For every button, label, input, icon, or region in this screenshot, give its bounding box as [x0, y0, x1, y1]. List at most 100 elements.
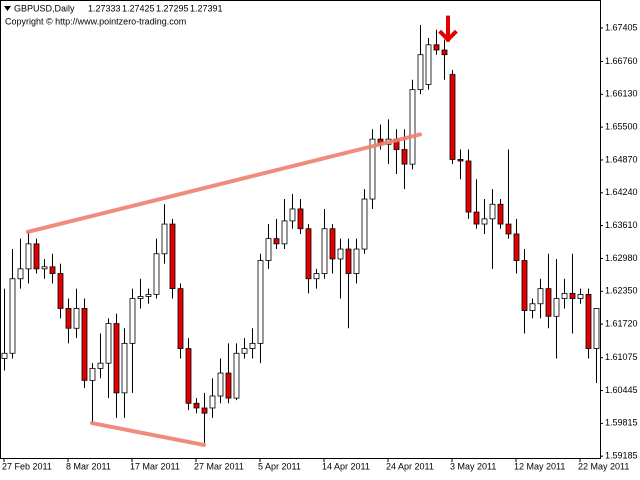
- candle-body: [273, 238, 280, 245]
- candle-body: [1, 352, 8, 359]
- candle-body: [65, 308, 72, 329]
- candle-body: [465, 160, 472, 213]
- candle-body: [561, 292, 568, 299]
- y-tick-label: 1.64870: [605, 154, 638, 164]
- sell-signal-arrow: [438, 15, 458, 43]
- candle-body: [49, 266, 56, 274]
- candle-body: [433, 44, 440, 51]
- y-tick-label: 1.63610: [605, 220, 638, 230]
- candle-body: [305, 228, 312, 280]
- candle-body: [153, 253, 160, 295]
- copyright: Copyright © http://www.pointzero-trading…: [5, 16, 186, 26]
- candle-body: [297, 208, 304, 230]
- candle-body: [521, 260, 528, 311]
- candle-body: [177, 288, 184, 349]
- candle-body: [81, 308, 88, 381]
- candle-body: [553, 298, 560, 317]
- y-tick-label: 1.67405: [605, 22, 638, 32]
- candle-body: [57, 273, 64, 309]
- candle-body: [41, 266, 48, 270]
- candle-body: [129, 298, 136, 344]
- y-tick-label: 1.60445: [605, 385, 638, 395]
- candle-body: [25, 243, 32, 270]
- candle-body: [545, 288, 552, 317]
- candle-body: [265, 238, 272, 261]
- candle-body: [145, 293, 152, 297]
- x-tick-label: 27 Mar 2011: [194, 461, 244, 471]
- candle-body: [281, 220, 288, 245]
- candle-body: [353, 248, 360, 274]
- x-tick-label: 17 Mar 2011: [130, 461, 180, 471]
- x-tick-label: 8 Mar 2011: [66, 461, 111, 471]
- x-tick-label: 12 May 2011: [514, 461, 565, 471]
- candle-body: [121, 342, 128, 394]
- candle-body: [329, 228, 336, 260]
- y-tick-label: 1.59185: [605, 451, 638, 461]
- candle-body: [9, 278, 16, 354]
- info-value: 1.27333: [88, 3, 121, 13]
- candle-body: [497, 203, 504, 225]
- x-tick-label: 3 May 2011: [450, 461, 496, 471]
- x-tick-label: 5 Apr 2011: [258, 461, 301, 471]
- x-tick-label: 14 Apr 2011: [322, 461, 370, 471]
- candle-body: [105, 323, 112, 364]
- y-tick-label: 1.61075: [605, 352, 638, 362]
- symbol: GBPUSD,Daily: [14, 3, 75, 13]
- candle-body: [489, 203, 496, 220]
- info-value: 1.27425: [122, 3, 155, 13]
- candle-body: [337, 248, 344, 260]
- collapse-icon: [4, 6, 11, 11]
- candle-body: [361, 198, 368, 250]
- candle-body: [449, 74, 456, 160]
- candle-body: [585, 293, 592, 349]
- trendline: [26, 132, 422, 234]
- y-tick-label: 1.65500: [605, 122, 638, 132]
- candle-body: [17, 268, 24, 280]
- candle-body: [193, 402, 200, 409]
- header: GBPUSD,Daily 1.27333 1.27425 1.27295 1.2…: [5, 3, 223, 26]
- candle-body: [417, 54, 424, 91]
- candle-body: [441, 49, 448, 56]
- candle-body: [425, 44, 432, 85]
- candle-body: [505, 223, 512, 235]
- info-value: 1.27391: [190, 3, 223, 13]
- candle-body: [369, 138, 376, 200]
- candle-body: [33, 243, 40, 270]
- x-tick-label: 22 May 2011: [578, 461, 629, 471]
- candle-body: [241, 348, 248, 354]
- candle-body: [257, 260, 264, 344]
- candle-body: [345, 248, 352, 274]
- info-value: 1.27295: [156, 3, 189, 13]
- candle-body: [289, 208, 296, 222]
- x-tick-label: 24 Apr 2011: [386, 461, 434, 471]
- candle-body: [225, 372, 232, 399]
- y-tick-label: 1.62350: [605, 286, 638, 296]
- candle-body: [217, 372, 224, 397]
- candle-body: [409, 89, 416, 165]
- candle-body: [169, 223, 176, 290]
- candle-body: [569, 292, 576, 299]
- candle-body: [209, 395, 216, 409]
- candle-body: [113, 323, 120, 394]
- candle-body: [97, 362, 104, 369]
- candle-body: [249, 342, 256, 349]
- candle-body: [481, 218, 488, 225]
- candle-body: [313, 273, 320, 280]
- candle-body: [233, 352, 240, 399]
- candle-body: [185, 348, 192, 404]
- candle-body: [89, 367, 96, 381]
- candle-body: [201, 407, 208, 414]
- candle-body: [577, 293, 584, 299]
- y-tick-label: 1.66760: [605, 56, 638, 66]
- candle-body: [401, 149, 408, 165]
- candle-body: [593, 308, 600, 349]
- candle-body: [137, 296, 144, 299]
- y-tick-label: 1.64240: [605, 187, 638, 197]
- trendline: [90, 421, 206, 447]
- candle-body: [161, 223, 168, 255]
- candle-body: [537, 288, 544, 305]
- candle-body: [457, 159, 464, 162]
- candle-body: [529, 303, 536, 311]
